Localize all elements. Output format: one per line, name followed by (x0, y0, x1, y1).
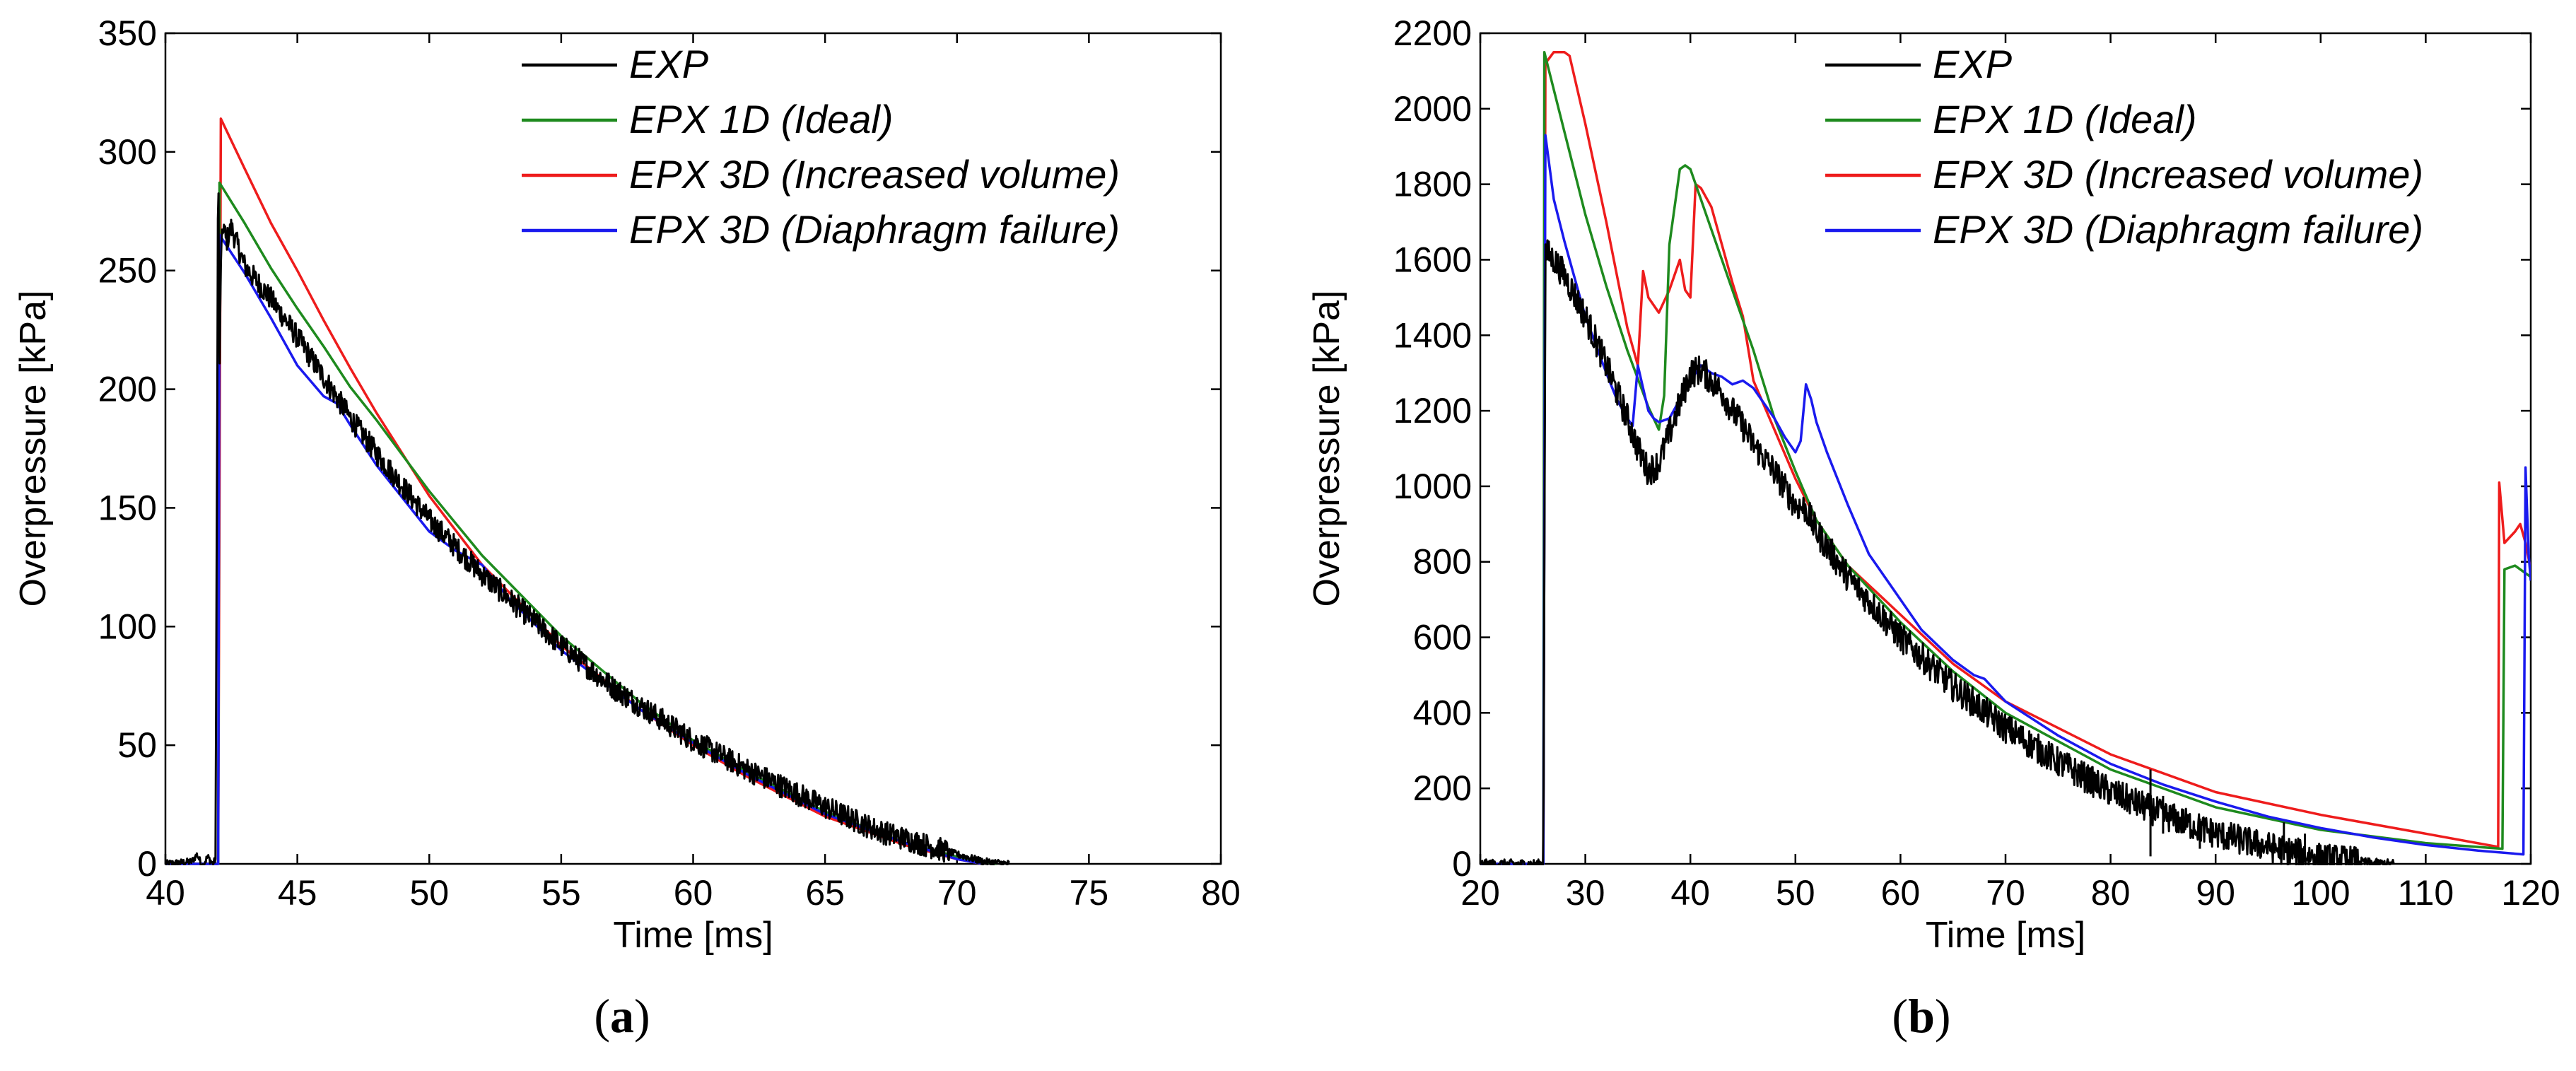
y-tick-label: 150 (98, 488, 157, 527)
y-tick-label: 100 (98, 607, 157, 646)
x-tick-label: 75 (1070, 873, 1109, 913)
x-tick-label: 55 (541, 873, 581, 913)
series-line-epx-1d-ideal (1480, 50, 2531, 865)
x-tick-label: 60 (1881, 873, 1921, 913)
y-tick-label: 2200 (1393, 13, 1472, 53)
series-group (1480, 50, 2531, 865)
x-axis-title: Time [ms] (1926, 915, 2085, 956)
panel-caption: (b) (1892, 989, 1950, 1043)
legend-label: EPX 1D (Ideal) (629, 97, 894, 141)
y-tick-label: 50 (117, 725, 157, 765)
x-tick-label: 100 (2291, 873, 2350, 913)
caption-letter: a (610, 989, 634, 1043)
legend-label: EPX 3D (Diaphragm failure) (629, 207, 1120, 252)
legend-label: EPX 1D (Ideal) (1933, 97, 2197, 141)
y-tick-label: 400 (1413, 693, 1472, 732)
y-tick-label: 350 (98, 13, 157, 53)
chart-panel-b: 20 30 40 50 60 70 80 90 100 110 120020040060080010… (1306, 13, 2560, 1043)
chart-panel-a: 40 45 50 55 60 65 70 75 80 0 50 100 150 200 250 300 350 T… (13, 13, 1241, 1043)
y-tick-label: 200 (98, 370, 157, 409)
y-axis-title: Overpressure [kPa] (13, 291, 54, 607)
series-line-epx-3d-increased-volume (1480, 50, 2531, 865)
series-group (165, 117, 1010, 865)
caption-open-paren: ( (594, 989, 610, 1043)
caption-close-paren: ) (634, 989, 650, 1043)
legend: EXP EPX 1D (Ideal) EPX 3D (Increased volum… (1825, 42, 2423, 252)
y-tick-label: 1000 (1393, 467, 1472, 506)
legend-label: EPX 3D (Increased volume) (1933, 152, 2423, 197)
x-tick-label: 40 (1670, 873, 1710, 913)
x-tick-label: 80 (2091, 873, 2131, 913)
y-tick-label: 600 (1413, 618, 1472, 657)
y-tick-label: 0 (137, 844, 157, 884)
y-tick-label: 1600 (1393, 240, 1472, 279)
caption-letter: b (1908, 989, 1935, 1043)
legend-label: EXP (629, 42, 708, 86)
y-tick-label: 0 (1452, 844, 1472, 884)
legend: EXP EPX 1D (Ideal) EPX 3D (Increased volum… (522, 42, 1120, 252)
x-tick-label: 40 (146, 873, 185, 913)
x-tick-label: 110 (2398, 873, 2454, 913)
legend-label: EPX 3D (Diaphragm failure) (1933, 207, 2423, 252)
x-tick-label: 65 (805, 873, 845, 913)
x-tick-label: 45 (278, 873, 317, 913)
legend-label: EPX 3D (Increased volume) (629, 152, 1120, 197)
y-axis-title: Overpressure [kPa] (1306, 291, 1347, 607)
y-tick-label: 250 (98, 251, 157, 291)
series-line-exp (165, 192, 1010, 865)
x-tick-label: 50 (409, 873, 449, 913)
x-axis-title: Time [ms] (613, 915, 773, 956)
x-tick-label: 60 (674, 873, 713, 913)
y-tick-label: 200 (1413, 768, 1472, 808)
y-tick-label: 1400 (1393, 315, 1472, 355)
panel-caption: (a) (594, 989, 650, 1043)
legend-label: EXP (1933, 42, 2012, 86)
x-tick-label: 30 (1566, 873, 1605, 913)
series-line-epx-1d-ideal (165, 181, 997, 865)
x-tick-label: 80 (1201, 873, 1241, 913)
x-tick-label: 70 (1986, 873, 2025, 913)
series-line-epx-3d-diaphragm-failure (165, 233, 984, 865)
y-tick-label: 2000 (1393, 89, 1472, 129)
caption-open-paren: ( (1892, 989, 1908, 1043)
x-tick-label: 120 (2501, 873, 2560, 913)
caption-close-paren: ) (1935, 989, 1951, 1043)
y-tick-label: 1800 (1393, 165, 1472, 204)
series-line-exp (1480, 239, 2396, 865)
y-tick-label: 300 (98, 132, 157, 172)
x-tick-label: 50 (1776, 873, 1815, 913)
x-tick-label: 70 (937, 873, 977, 913)
y-tick-label: 1200 (1393, 391, 1472, 431)
x-tick-label: 90 (2196, 873, 2235, 913)
x-tick-label: 20 (1460, 873, 1500, 913)
y-tick-label: 800 (1413, 542, 1472, 582)
